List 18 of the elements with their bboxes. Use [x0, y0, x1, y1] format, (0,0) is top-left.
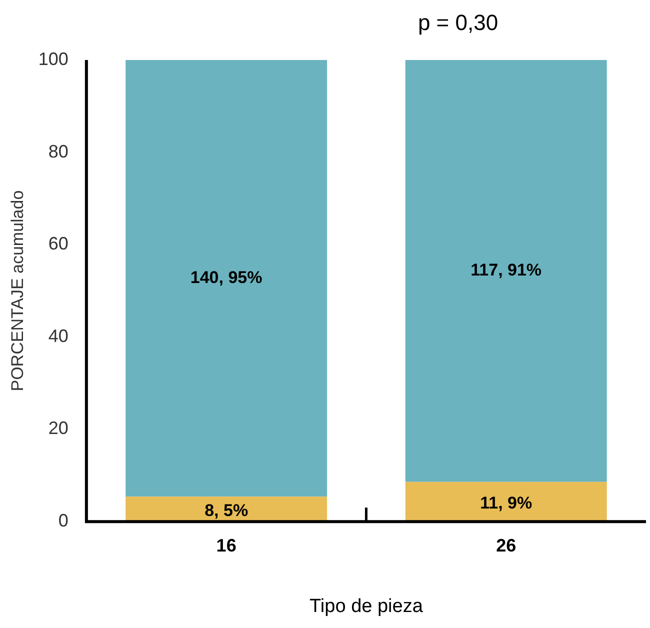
- data-label: 11, 9%: [480, 493, 532, 512]
- data-label: 140, 95%: [190, 268, 262, 288]
- x-tick-label: 26: [496, 535, 516, 556]
- data-label: 8, 5%: [204, 500, 248, 520]
- y-tick-label: 40: [48, 326, 68, 346]
- data-label: 117, 91%: [470, 260, 542, 280]
- bar: [405, 482, 607, 522]
- y-tick-label: 60: [48, 234, 68, 254]
- text: p = 0,30: [418, 10, 498, 36]
- y-tick-label: 0: [58, 510, 68, 531]
- y-axis-title: PORCENTAJE acumulado: [8, 190, 27, 392]
- x-tick-label: 16: [216, 535, 236, 556]
- y-tick-label: 80: [48, 141, 68, 162]
- x-axis-title: Tipo de pieza: [310, 596, 424, 617]
- y-tick-label: 100: [38, 48, 68, 69]
- y-tick-label: 20: [48, 418, 68, 438]
- bar: [126, 60, 328, 497]
- bar: [405, 60, 607, 482]
